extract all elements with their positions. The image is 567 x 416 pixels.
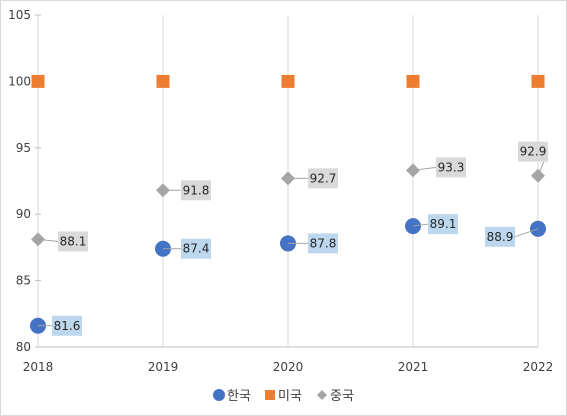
data-label-box [485,226,515,247]
data-label: 87.4 [183,242,210,256]
legend-label: 한국 [227,389,251,404]
y-tick-label: 85 [16,274,31,288]
data-label-box [518,141,548,162]
data-label: 92.9 [520,145,547,159]
data-label: 81.6 [54,319,81,333]
label-leader-line [37,238,59,242]
legend-marker-china [317,390,327,400]
label-leader-line [412,223,429,227]
data-label-box [428,214,458,235]
data-label: 91.8 [183,183,210,197]
y-tick-label: 105 [8,8,31,22]
y-tick-label: 90 [16,207,31,221]
data-label: 87.8 [310,236,337,250]
legend-label: 중국 [330,389,354,404]
data-label: 89.1 [430,217,457,231]
x-tick-label: 2022 [523,360,554,374]
data-label-box [58,231,88,252]
point-usa [156,74,170,88]
y-tick-label: 95 [16,141,31,155]
label-leader-line [412,166,437,171]
data-label-box [436,157,466,178]
data-label: 88.9 [487,230,514,244]
x-tick-label: 2021 [398,360,429,374]
y-tick-label: 100 [8,74,31,88]
x-tick-label: 2020 [273,360,304,374]
point-usa [281,74,295,88]
data-label-box [52,315,82,336]
data-label: 88.1 [60,234,87,248]
point-usa [406,74,420,88]
legend-marker-usa [265,390,275,400]
data-label: 93.3 [438,160,465,174]
label-leader-line [514,228,539,238]
data-label-box [308,168,338,189]
point-usa [531,74,545,88]
point-usa [31,74,45,88]
legend-marker-korea [213,389,225,401]
x-tick-label: 2019 [148,360,179,374]
data-label-box [308,233,338,254]
legend-label: 미국 [278,389,302,404]
data-label-box [181,238,211,259]
y-tick-label: 80 [16,340,31,354]
x-tick-label: 2018 [23,360,54,374]
data-label: 92.7 [310,171,337,185]
data-label-box [181,180,211,201]
